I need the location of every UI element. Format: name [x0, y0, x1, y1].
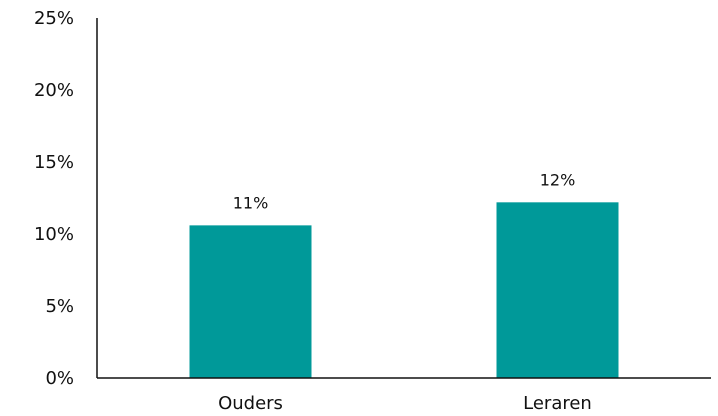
y-tick-label: 10%	[34, 224, 74, 245]
y-tick-label: 20%	[34, 80, 74, 101]
labels-layer: 0% 5% 10% 15% 20% 25% 11% Ouders 12% Leraren	[34, 8, 592, 414]
y-tick-label: 25%	[34, 8, 74, 29]
bar	[496, 202, 619, 378]
y-tick-label: 0%	[45, 368, 74, 389]
axes-layer	[96, 18, 711, 379]
y-tick-label: 5%	[45, 296, 74, 317]
x-category-label: Leraren	[523, 393, 592, 414]
data-label: 11%	[233, 193, 269, 212]
bars-layer	[189, 202, 619, 378]
bar	[189, 225, 312, 378]
data-label: 12%	[540, 170, 576, 189]
y-tick-label: 15%	[34, 152, 74, 173]
x-category-label: Ouders	[218, 393, 283, 414]
